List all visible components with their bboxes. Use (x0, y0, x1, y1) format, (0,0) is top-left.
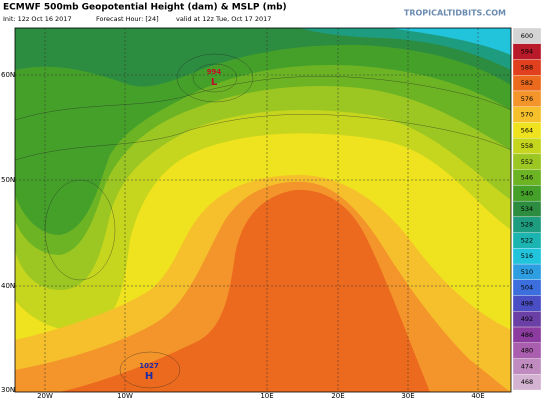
valid-time: valid at 12z Tue, Oct 17 2017 (176, 15, 271, 23)
latitude-label: 40N (1, 282, 15, 290)
map-title: ECMWF 500mb Geopotential Height (dam) & … (3, 3, 287, 13)
longitude-label: 10W (117, 392, 133, 400)
colorbar-label: 528 (521, 221, 533, 229)
latitude-label: 30N (1, 386, 15, 394)
colorbar-label: 510 (521, 268, 533, 276)
pressure-symbol: L (211, 77, 218, 88)
colorbar-label: 504 (521, 284, 533, 292)
longitude-label: 40E (471, 392, 484, 400)
colorbar-label: 600 (521, 32, 533, 40)
colorbar-label: 564 (521, 126, 533, 134)
pressure-symbol: H (145, 371, 153, 382)
longitude-label: 10E (260, 392, 273, 400)
colorbar-label: 474 (521, 362, 533, 370)
pressure-value: 994 (207, 68, 222, 76)
colorbar-label: 558 (521, 142, 533, 150)
forecast-hour: Forecast Hour: [24] (96, 15, 159, 23)
colorbar-label: 576 (521, 95, 533, 103)
colorbar-label: 546 (521, 174, 533, 182)
site-name: TROPICALTIDBITS.COM (404, 9, 506, 18)
latitude-label: 60N (1, 71, 15, 79)
colorbar-label: 492 (521, 315, 533, 323)
colorbar-label: 480 (521, 347, 533, 355)
colorbar-label: 534 (521, 205, 533, 213)
map-field (15, 28, 511, 392)
colorbar-label: 498 (521, 299, 533, 307)
colorbar-swatch (512, 374, 541, 391)
longitude-label: 30E (401, 392, 414, 400)
colorbar-label: 552 (521, 158, 533, 166)
init-time: Init: 12z Oct 16 2017 (3, 15, 72, 23)
colorbar-label: 570 (521, 111, 533, 119)
colorbar-label: 540 (521, 189, 533, 197)
colorbar-label: 522 (521, 236, 533, 244)
colorbar-label: 486 (521, 331, 533, 339)
colorbar-label: 516 (521, 252, 533, 260)
colorbar-label: 582 (521, 79, 533, 87)
latitude-label: 50N (1, 176, 15, 184)
colorbar: 600 594 588 582 576 570 564 558 552 546 540 534 528 5… (512, 27, 541, 391)
colorbar-label: 468 (521, 378, 533, 386)
longitude-label: 20E (331, 392, 344, 400)
pressure-value: 1027 (139, 362, 159, 370)
colorbar-label: 588 (521, 63, 533, 71)
longitude-label: 20W (37, 392, 53, 400)
colorbar-label: 594 (521, 48, 533, 56)
